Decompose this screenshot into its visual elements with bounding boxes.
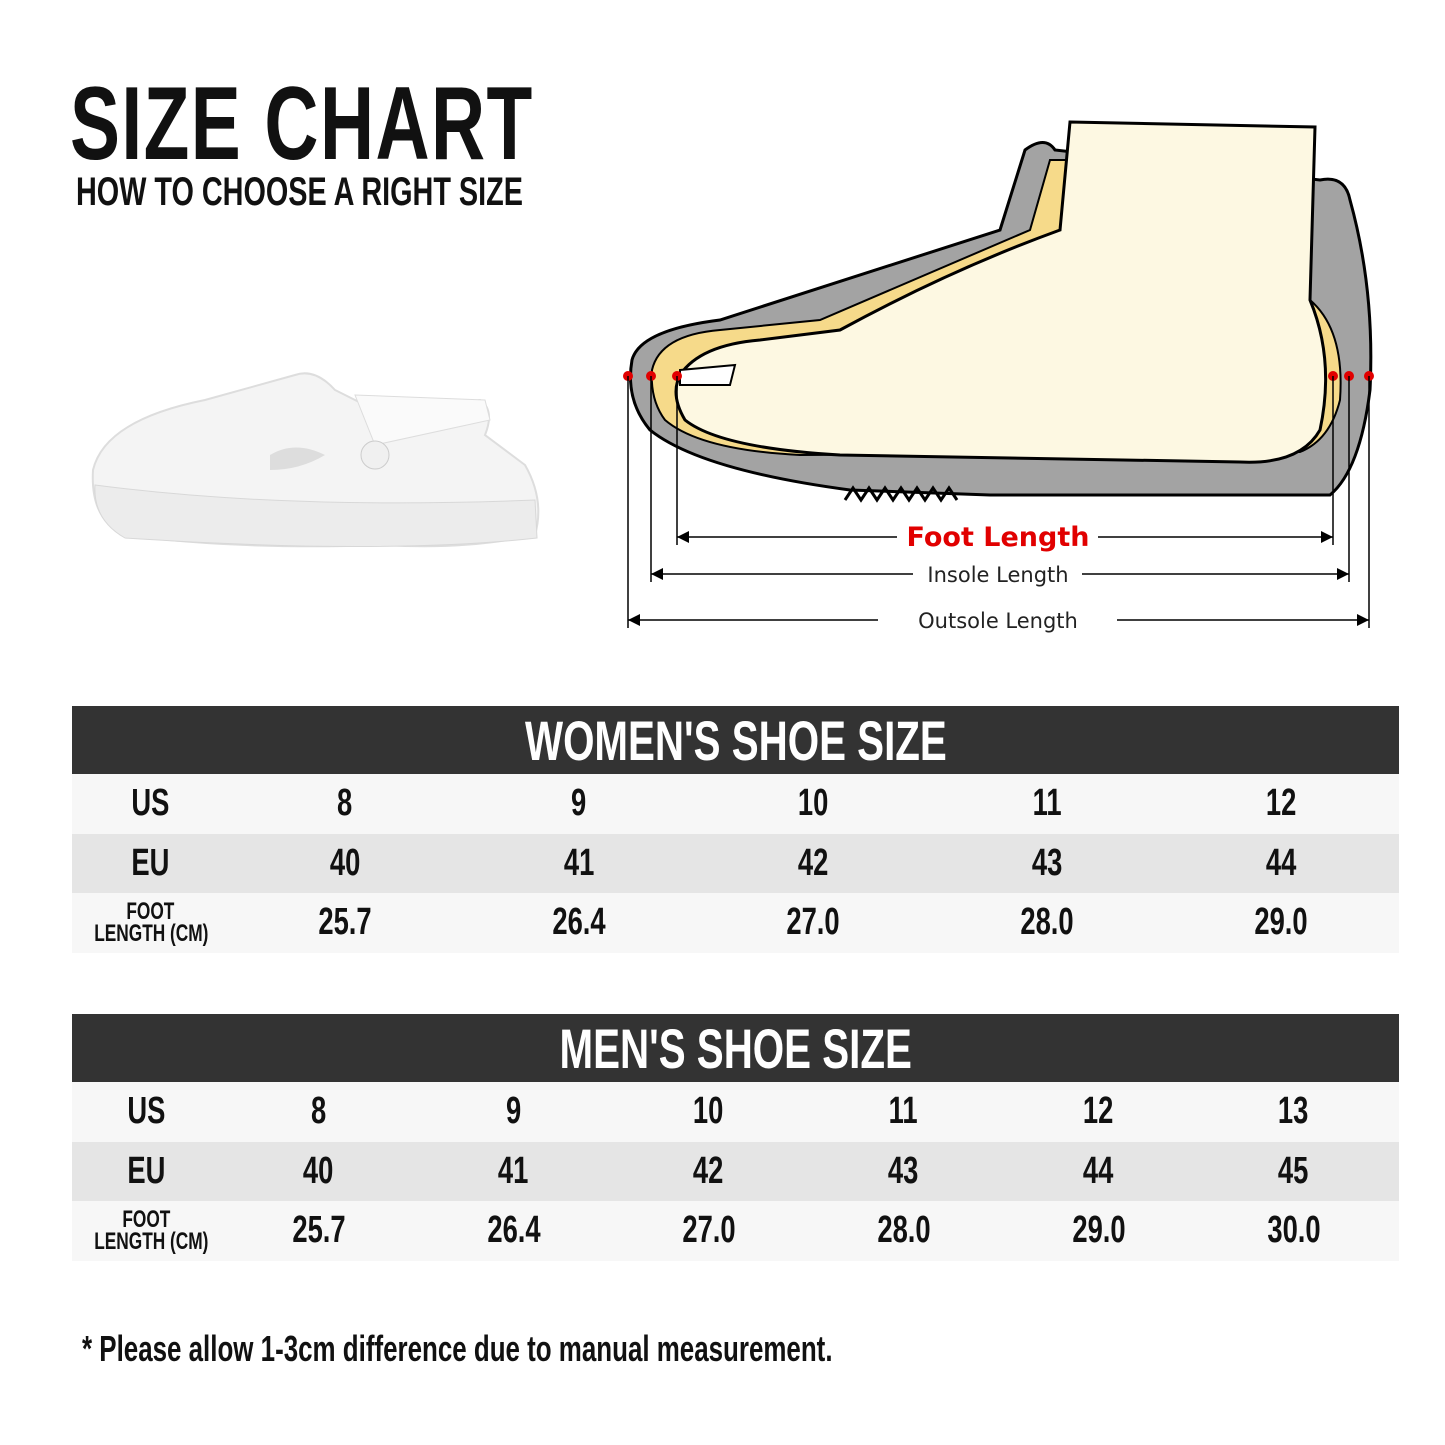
table-row-eu: EU 40 41 42 43 44 bbox=[72, 833, 1399, 893]
row-label: FOOT LENGTH (CM) bbox=[94, 1206, 209, 1255]
page-subtitle: HOW TO CHOOSE A RIGHT SIZE bbox=[76, 170, 523, 214]
womens-size-table: WOMEN'S SHOE SIZE US 8 9 10 11 12 EU 40 … bbox=[72, 706, 1399, 953]
measurement-note: * Please allow 1-3cm difference due to m… bbox=[82, 1328, 833, 1369]
cell: 44 bbox=[1083, 1149, 1114, 1192]
cell: 13 bbox=[1278, 1090, 1309, 1133]
cell: 26.4 bbox=[486, 1209, 541, 1252]
row-label: FOOT LENGTH (CM) bbox=[94, 898, 209, 947]
cell: 27.0 bbox=[681, 1209, 736, 1252]
cell: 10 bbox=[797, 782, 829, 825]
cell: 42 bbox=[797, 841, 829, 884]
table-row-us: US 8 9 10 11 12 13 bbox=[72, 1082, 1399, 1142]
table-row-us: US 8 9 10 11 12 bbox=[72, 774, 1399, 834]
foot-measurement-diagram: Foot Length Insole Length Outsole Length bbox=[623, 120, 1374, 633]
cell: 45 bbox=[1278, 1149, 1309, 1192]
cell: 40 bbox=[303, 1149, 334, 1192]
mens-size-table: MEN'S SHOE SIZE US 8 9 10 11 12 13 EU 40… bbox=[72, 1014, 1399, 1261]
cell: 26.4 bbox=[552, 901, 606, 944]
cell: 11 bbox=[889, 1090, 918, 1133]
cell: 30.0 bbox=[1266, 1209, 1321, 1252]
table-row-foot-length: FOOT LENGTH (CM) 25.7 26.4 27.0 28.0 29.0 bbox=[72, 893, 1399, 953]
outsole-length-label: Outsole Length bbox=[918, 609, 1078, 633]
cell: 29.0 bbox=[1254, 901, 1308, 944]
row-label: US bbox=[130, 782, 169, 825]
row-label: EU bbox=[130, 841, 169, 884]
cell: 11 bbox=[1032, 782, 1062, 825]
cell: 27.0 bbox=[786, 901, 840, 944]
foot-length-label: Foot Length bbox=[907, 522, 1090, 553]
cell: 43 bbox=[888, 1149, 919, 1192]
cell: 25.7 bbox=[291, 1209, 346, 1252]
cell: 44 bbox=[1265, 841, 1297, 884]
cell: 29.0 bbox=[1071, 1209, 1126, 1252]
cell: 28.0 bbox=[1020, 901, 1074, 944]
foot-shape bbox=[674, 120, 1328, 464]
cell: 42 bbox=[693, 1149, 724, 1192]
table-title: MEN'S SHOE SIZE bbox=[72, 1014, 1399, 1082]
cell: 9 bbox=[505, 1090, 522, 1133]
cell: 41 bbox=[498, 1149, 529, 1192]
table-row-eu: EU 40 41 42 43 44 45 bbox=[72, 1141, 1399, 1201]
insole-length-label: Insole Length bbox=[927, 563, 1068, 587]
table-title: WOMEN'S SHOE SIZE bbox=[72, 706, 1399, 774]
cell: 8 bbox=[310, 1090, 327, 1133]
cell: 8 bbox=[337, 782, 353, 825]
clog-shoe-image bbox=[91, 372, 540, 548]
row-label: EU bbox=[127, 1149, 166, 1192]
cell: 12 bbox=[1265, 782, 1297, 825]
cell: 43 bbox=[1031, 841, 1063, 884]
table-row-foot-length: FOOT LENGTH (CM) 25.7 26.4 27.0 28.0 29.0… bbox=[72, 1201, 1399, 1261]
cell: 10 bbox=[693, 1090, 724, 1133]
cell: 9 bbox=[571, 782, 587, 825]
row-label: US bbox=[127, 1090, 166, 1133]
cell: 40 bbox=[329, 841, 361, 884]
cell: 12 bbox=[1083, 1090, 1114, 1133]
cell: 25.7 bbox=[318, 901, 372, 944]
cell: 41 bbox=[563, 841, 595, 884]
page-title: SIZE CHART bbox=[70, 66, 534, 182]
cell: 28.0 bbox=[876, 1209, 931, 1252]
